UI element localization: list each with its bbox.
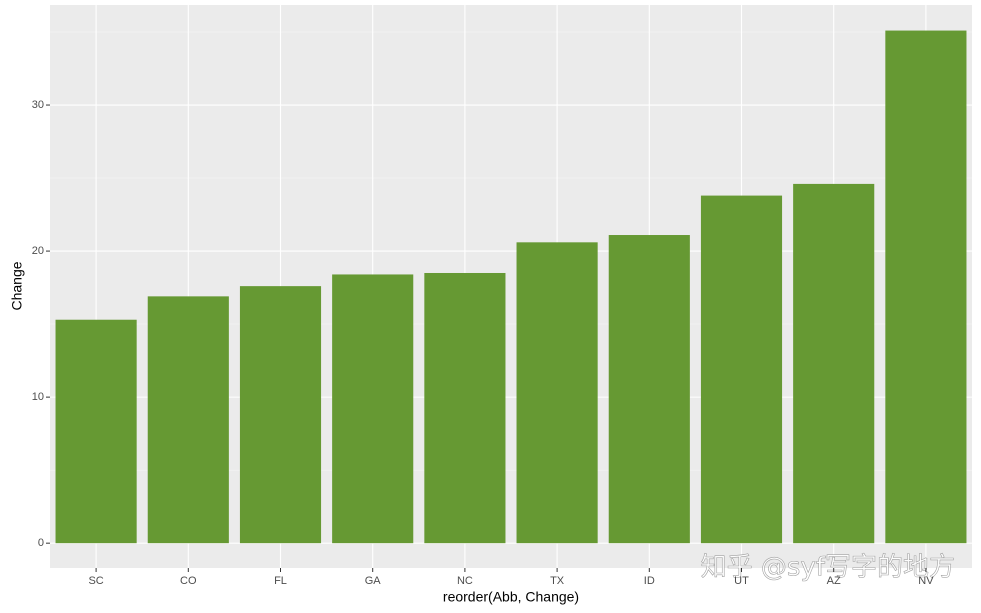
x-tick-label: UT	[734, 575, 749, 587]
y-tick-label: 20	[32, 245, 44, 257]
x-tick-label: TX	[550, 575, 565, 587]
y-tick-label: 0	[38, 537, 44, 549]
x-tick-label: NC	[457, 575, 473, 587]
y-tick-label: 30	[32, 99, 44, 111]
x-tick-label: ID	[644, 575, 655, 587]
bar	[239, 286, 322, 544]
bar	[516, 242, 598, 544]
x-tick-label: SC	[88, 575, 103, 587]
x-tick-label: AZ	[827, 575, 841, 587]
bar	[793, 183, 875, 544]
x-axis-title: reorder(Abb, Change)	[443, 589, 579, 605]
watermark: 知乎 @syf写字的地方	[701, 553, 955, 583]
y-tick-label: 10	[32, 391, 44, 403]
bar	[608, 235, 690, 544]
bar	[55, 319, 137, 544]
x-tick-label: CO	[180, 575, 197, 587]
y-axis-title: Change	[9, 261, 25, 310]
x-tick-label: GA	[365, 575, 382, 587]
bar	[885, 30, 967, 544]
bars	[55, 30, 967, 544]
x-tick-label: NV	[918, 575, 934, 587]
bar	[147, 296, 229, 544]
bar	[332, 274, 414, 544]
bar	[700, 195, 783, 544]
bar	[424, 272, 506, 544]
x-tick-label: FL	[274, 575, 287, 587]
